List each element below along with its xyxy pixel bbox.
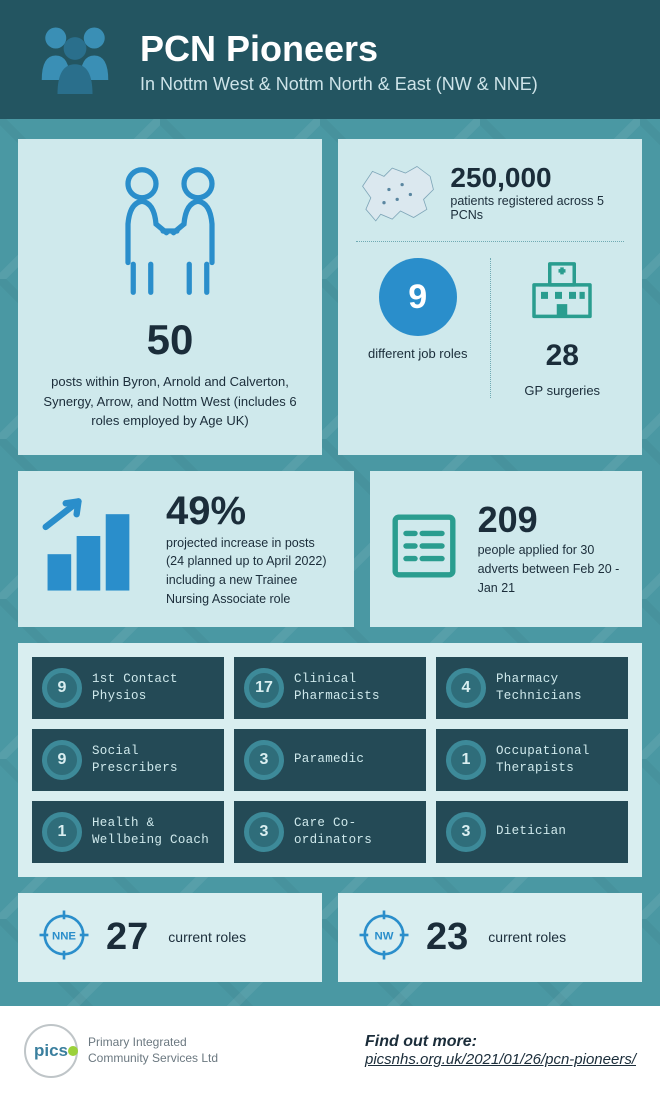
header: PCN Pioneers In Nottm West & Nottm North… (0, 0, 660, 119)
role-count-badge: 3 (244, 812, 284, 852)
job-roles-number: 9 (379, 258, 457, 336)
nne-roles-card: NNE 27 current roles (18, 893, 322, 982)
footer: pics Primary Integrated Community Servic… (0, 1006, 660, 1096)
role-label: Occupational Therapists (496, 743, 618, 776)
map-icon (356, 157, 438, 227)
company-name: Primary Integrated Community Services Lt… (88, 1035, 218, 1066)
role-label: Health & Wellbeing Coach (92, 815, 214, 848)
people-group-icon (30, 24, 120, 99)
role-count-badge: 9 (42, 740, 82, 780)
page-title: PCN Pioneers (140, 28, 538, 70)
target-code: NNE (52, 930, 76, 942)
applied-card: 209 people applied for 30 adverts betwee… (370, 471, 642, 627)
role-label: Pharmacy Technicians (496, 671, 618, 704)
document-icon (388, 510, 460, 587)
hospital-icon (527, 258, 597, 329)
growth-desc: projected increase in posts (24 planned … (166, 534, 334, 609)
roles-grid: 9 1st Contact Physios 17 Clinical Pharmacis… (18, 643, 642, 877)
nne-number: 27 (106, 916, 148, 959)
patients-number: 250,000 (450, 162, 624, 194)
pics-logo: pics (24, 1024, 78, 1078)
surgeries-number: 28 (546, 339, 579, 373)
posts-card: 50 posts within Byron, Arnold and Calver… (18, 139, 322, 455)
applied-desc: people applied for 30 adverts between Fe… (478, 541, 624, 597)
growth-percent: 49% (166, 489, 334, 534)
role-item: 4 Pharmacy Technicians (436, 657, 628, 719)
role-label: 1st Contact Physios (92, 671, 214, 704)
target-icon: NNE (36, 907, 92, 968)
nw-number: 23 (426, 916, 468, 959)
page-subtitle: In Nottm West & Nottm North & East (NW &… (140, 74, 538, 95)
role-item: 1 Occupational Therapists (436, 729, 628, 791)
stats-card: 250,000 patients registered across 5 PCN… (338, 139, 642, 455)
role-count-badge: 1 (446, 740, 486, 780)
job-roles-label: different job roles (368, 346, 468, 361)
role-label: Clinical Pharmacists (294, 671, 416, 704)
role-label: Social Prescribers (92, 743, 214, 776)
role-item: 9 Social Prescribers (32, 729, 224, 791)
job-roles-stat: 9 different job roles (356, 258, 491, 398)
role-count-badge: 1 (42, 812, 82, 852)
role-item: 3 Care Co-ordinators (234, 801, 426, 863)
role-count-badge: 17 (244, 668, 284, 708)
handshake-icon (100, 161, 240, 306)
role-label: Care Co-ordinators (294, 815, 416, 848)
role-count-badge: 4 (446, 668, 486, 708)
find-out-more-label: Find out more: (365, 1033, 636, 1051)
nw-label: current roles (488, 929, 566, 945)
growth-card: 49% projected increase in posts (24 plan… (18, 471, 354, 627)
role-count-badge: 9 (42, 668, 82, 708)
role-label: Dietician (496, 823, 566, 839)
growth-chart-icon (38, 496, 148, 601)
nw-roles-card: NW 23 current roles (338, 893, 642, 982)
role-count-badge: 3 (244, 740, 284, 780)
posts-number: 50 (147, 316, 194, 364)
surgeries-label: GP surgeries (524, 383, 600, 398)
role-item: 9 1st Contact Physios (32, 657, 224, 719)
role-item: 17 Clinical Pharmacists (234, 657, 426, 719)
nne-label: current roles (168, 929, 246, 945)
patients-label: patients registered across 5 PCNs (450, 194, 624, 222)
surgeries-stat: 28 GP surgeries (491, 258, 625, 398)
role-item: 3 Dietician (436, 801, 628, 863)
role-label: Paramedic (294, 751, 364, 767)
applied-number: 209 (478, 499, 624, 541)
role-count-badge: 3 (446, 812, 486, 852)
target-code: NW (375, 930, 394, 942)
posts-desc: posts within Byron, Arnold and Calverton… (36, 372, 304, 431)
role-item: 1 Health & Wellbeing Coach (32, 801, 224, 863)
target-icon: NW (356, 907, 412, 968)
footer-link[interactable]: picsnhs.org.uk/2021/01/26/pcn-pioneers/ (365, 1051, 636, 1068)
role-item: 3 Paramedic (234, 729, 426, 791)
